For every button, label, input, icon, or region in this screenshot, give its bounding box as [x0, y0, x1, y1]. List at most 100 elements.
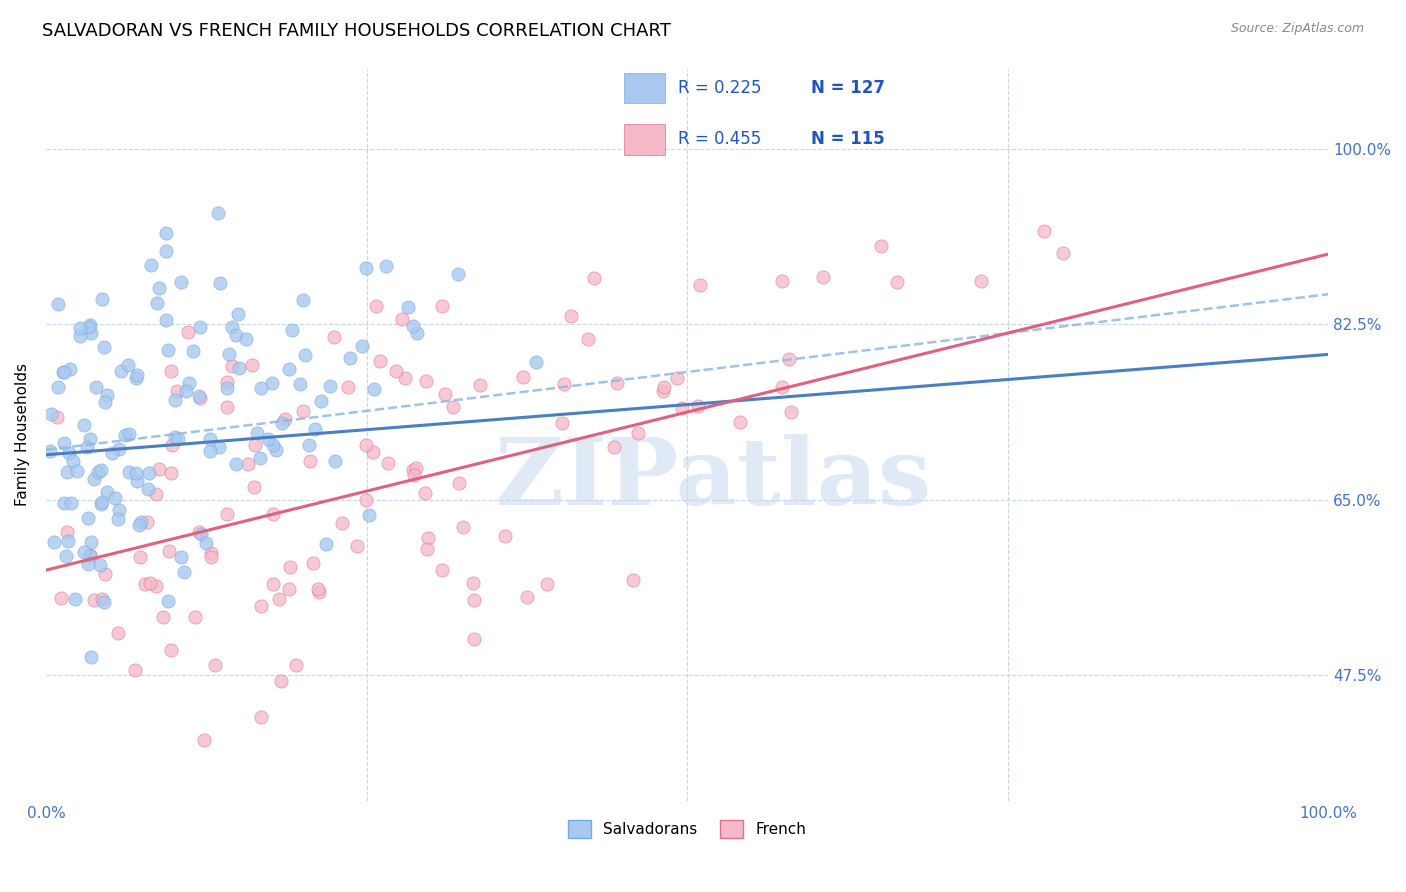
Point [728, 416, 751, 430]
Point [308, 584, 330, 599]
Point [39, 408, 62, 422]
Point [128, 549, 150, 564]
Point [337, 380, 360, 394]
Point [129, 515, 152, 529]
Point [553, 376, 575, 391]
Point [671, 401, 693, 416]
Point [181, 344, 204, 359]
Point [160, 467, 183, 481]
Point [59, 362, 82, 376]
Point [225, 328, 247, 343]
Point [1052, 245, 1074, 260]
Point [190, 527, 212, 541]
Point [215, 381, 238, 395]
Point [90, 591, 112, 606]
Point [124, 370, 146, 384]
Point [162, 438, 184, 452]
Point [627, 425, 650, 440]
Point [463, 592, 485, 607]
Point [307, 582, 329, 596]
Point [294, 348, 316, 362]
Point [87, 465, 110, 479]
Point [39, 443, 62, 458]
Point [44, 535, 66, 549]
Point [536, 576, 558, 591]
Point [157, 544, 180, 558]
Point [148, 462, 170, 476]
Point [302, 556, 325, 570]
Point [69, 329, 91, 343]
Point [413, 485, 436, 500]
FancyBboxPatch shape [624, 124, 665, 155]
Point [357, 508, 380, 523]
Point [406, 326, 429, 340]
Point [46, 379, 69, 393]
Point [603, 440, 626, 454]
Point [134, 576, 156, 591]
Point [177, 376, 200, 390]
Point [869, 239, 891, 253]
Point [198, 433, 221, 447]
Point [79, 548, 101, 562]
Point [236, 458, 259, 472]
Point [159, 642, 181, 657]
Point [96, 388, 118, 402]
Point [309, 393, 332, 408]
Point [271, 416, 294, 430]
Point [208, 277, 231, 291]
Point [77, 320, 100, 334]
Point [270, 673, 292, 688]
Point [125, 474, 148, 488]
Point [278, 560, 301, 574]
Point [163, 392, 186, 407]
Point [291, 293, 314, 307]
Point [526, 355, 548, 369]
Point [90, 463, 112, 477]
Point [53, 364, 76, 378]
Point [391, 311, 413, 326]
Point [108, 442, 131, 457]
Point [228, 360, 250, 375]
Point [155, 226, 177, 240]
Point [405, 461, 427, 475]
Point [76, 440, 98, 454]
Text: R = 0.455: R = 0.455 [678, 130, 761, 148]
Point [58, 446, 80, 460]
Point [512, 369, 534, 384]
Point [560, 309, 582, 323]
Point [69, 321, 91, 335]
Point [63, 592, 86, 607]
Text: ZIPatlas: ZIPatlas [494, 434, 931, 524]
Point [96, 485, 118, 500]
Point [148, 281, 170, 295]
Point [127, 368, 149, 382]
Point [118, 426, 141, 441]
Point [188, 389, 211, 403]
Point [298, 438, 321, 452]
Point [447, 475, 470, 490]
Point [118, 465, 141, 479]
Point [146, 295, 169, 310]
Point [51, 591, 73, 606]
Point [418, 531, 440, 545]
Y-axis label: Family Households: Family Households [15, 363, 30, 506]
Point [157, 343, 180, 358]
Point [278, 362, 301, 376]
Point [262, 376, 284, 390]
Point [323, 454, 346, 468]
Point [91, 292, 114, 306]
Point [46, 296, 69, 310]
Point [621, 573, 644, 587]
Point [200, 550, 222, 565]
Point [221, 359, 243, 373]
Point [188, 525, 211, 540]
Point [453, 519, 475, 533]
Point [56, 533, 79, 548]
Point [173, 565, 195, 579]
Point [83, 593, 105, 607]
Point [354, 492, 377, 507]
Point [264, 442, 287, 457]
Point [59, 496, 82, 510]
Point [250, 710, 273, 724]
Point [128, 517, 150, 532]
